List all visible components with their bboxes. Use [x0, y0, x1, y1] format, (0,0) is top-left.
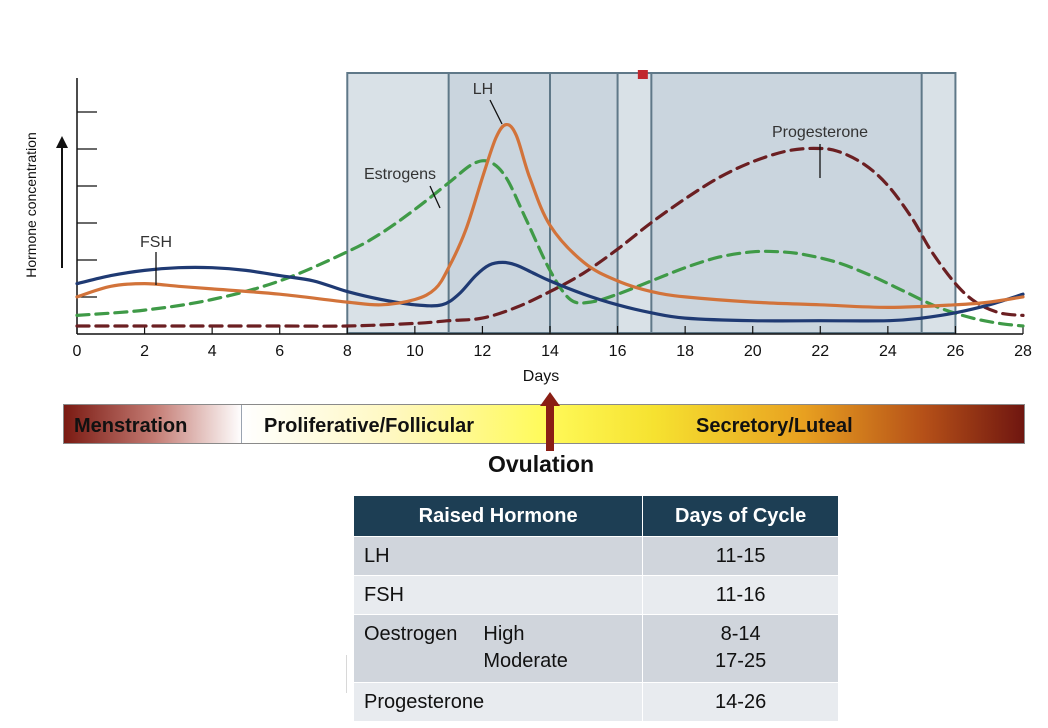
series-line-fsh	[75, 260, 1025, 323]
x-tick-label: 4	[208, 343, 217, 360]
table-row: Progesterone 14-26	[352, 682, 839, 722]
x-tick-label: 28	[1014, 343, 1032, 360]
oestrogen-label: Oestrogen	[364, 623, 458, 645]
x-tick-label: 16	[609, 343, 627, 360]
x-tick-label: 12	[474, 343, 492, 360]
ovulation-label: Ovulation	[488, 451, 595, 477]
series-label-fsh: FSH	[140, 234, 172, 251]
phase-follicular: Proliferative/Follicular	[264, 415, 475, 437]
x-tick-label: 2	[140, 343, 149, 360]
cell-hormone: Oestrogen High Moderate	[352, 614, 644, 683]
cell-hormone: Progesterone	[352, 682, 644, 722]
series-line-estrogens	[75, 159, 1025, 328]
y-arrow-head	[56, 136, 68, 148]
x-tick-label: 10	[406, 343, 424, 360]
cell-hormone: FSH	[352, 575, 644, 615]
oestrogen-moderate-days: 17-25	[715, 650, 767, 672]
x-tick-label: 20	[744, 343, 762, 360]
chart-axes: 0 2 4 6 8 10 12 14 16 18 20 22 24 26 28	[56, 78, 1032, 360]
phase-luteal: Secretory/Luteal	[696, 415, 853, 437]
highlight-windows	[346, 70, 957, 334]
oestrogen-high-days: 8-14	[720, 623, 761, 645]
series-label-estrogens: Estrogens	[364, 166, 436, 183]
phase-menstration: Menstration	[74, 415, 188, 437]
series-label-leader	[489, 99, 503, 125]
hormone-table: Raised Hormone Days of Cycle LH 11-15 FS…	[352, 495, 839, 722]
oestrogen-moderate: Moderate	[483, 650, 568, 672]
ovulation-marker	[637, 70, 648, 79]
x-tick-label: 26	[947, 343, 965, 360]
ovulation-arrow-head	[540, 392, 560, 406]
hormone-chart: 0 2 4 6 8 10 12 14 16 18 20 22 24 26 28 FSHLHEstrogens…	[23, 70, 1032, 385]
series-label-progesterone: Progesterone	[772, 124, 868, 141]
table-row: FSH 11-16	[352, 575, 839, 615]
ovulation-arrow	[546, 404, 554, 451]
series-label-lh: LH	[473, 81, 493, 98]
table-row: Oestrogen High Moderate 8-14 17-25	[352, 614, 839, 683]
x-axis-label: Days	[523, 368, 559, 385]
divider-line	[346, 655, 347, 693]
x-tick-label: 18	[676, 343, 694, 360]
highlight-window	[650, 72, 923, 334]
x-tick-label: 8	[343, 343, 352, 360]
oestrogen-high: High	[483, 623, 525, 645]
cell-days: 11-16	[642, 575, 839, 615]
table-row: LH 11-15	[352, 536, 839, 576]
series-line-lh	[75, 122, 1025, 310]
x-tick-label: 0	[73, 343, 82, 360]
highlight-window	[447, 72, 551, 334]
cell-hormone: LH	[352, 536, 644, 576]
x-tick-label: 24	[879, 343, 897, 360]
hormone-lines	[75, 122, 1025, 328]
header-days-of-cycle: Days of Cycle	[642, 495, 839, 537]
cycle-phase-bar: Menstration Proliferative/Follicular Sec…	[63, 404, 1025, 444]
y-axis-label: Hormone concentration	[23, 132, 39, 278]
cell-days: 8-14 17-25	[642, 614, 839, 683]
x-tick-label: 22	[811, 343, 829, 360]
header-raised-hormone: Raised Hormone	[352, 495, 644, 537]
phase-divider	[241, 405, 242, 443]
cell-days: 14-26	[642, 682, 839, 722]
x-tick-label: 6	[275, 343, 284, 360]
table-header-row: Raised Hormone Days of Cycle	[352, 495, 839, 537]
series-labels: FSH LH Estrogens Progesterone	[140, 81, 868, 285]
series-label-leader	[429, 185, 441, 209]
cell-days: 11-15	[642, 536, 839, 576]
x-tick-label: 14	[541, 343, 559, 360]
series-line-progesterone	[75, 146, 1025, 328]
